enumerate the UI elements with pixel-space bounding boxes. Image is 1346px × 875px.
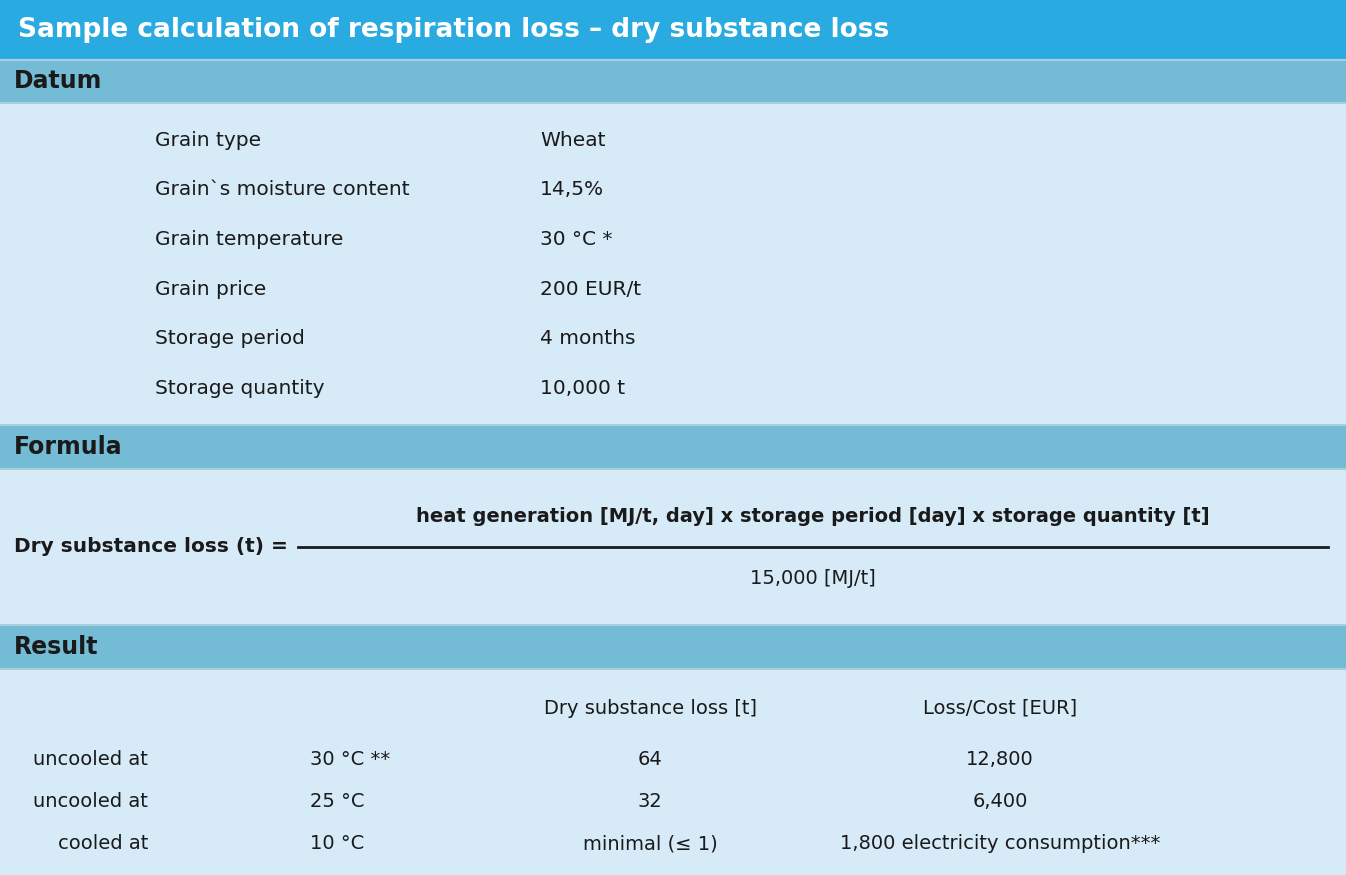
Text: Storage period: Storage period (155, 329, 306, 348)
Text: 200 EUR/t: 200 EUR/t (540, 280, 641, 298)
Text: 10 °C: 10 °C (310, 835, 365, 853)
Text: 10,000 t: 10,000 t (540, 379, 625, 398)
Bar (0, 60, 1346, 103)
Text: Result: Result (13, 634, 98, 659)
Text: 30 °C *: 30 °C * (540, 230, 612, 248)
Text: 15,000 [MJ/t]: 15,000 [MJ/t] (750, 570, 876, 588)
Text: 4 months: 4 months (540, 329, 635, 348)
Bar (0, 625, 1346, 668)
Bar (0, 425, 1346, 469)
Text: Grain type: Grain type (155, 130, 261, 150)
Text: heat generation [MJ/t, day] x storage period [day] x storage quantity [t]: heat generation [MJ/t, day] x storage pe… (416, 507, 1210, 527)
Text: uncooled at: uncooled at (34, 750, 148, 769)
Bar (0, 668, 1346, 875)
Text: Loss/Cost [EUR]: Loss/Cost [EUR] (923, 699, 1077, 718)
Text: 64: 64 (638, 750, 662, 769)
Text: Grain temperature: Grain temperature (155, 230, 343, 248)
Text: uncooled at: uncooled at (34, 792, 148, 811)
Text: minimal (≤ 1): minimal (≤ 1) (583, 835, 717, 853)
Text: Dry substance loss (t) =: Dry substance loss (t) = (13, 537, 288, 556)
Text: 30 °C **: 30 °C ** (310, 750, 390, 769)
Bar (0, 0, 1346, 60)
Text: Wheat: Wheat (540, 130, 606, 150)
Text: Formula: Formula (13, 435, 122, 459)
Text: 32: 32 (638, 792, 662, 811)
Text: 6,400: 6,400 (972, 792, 1028, 811)
Text: Storage quantity: Storage quantity (155, 379, 324, 398)
Text: Datum: Datum (13, 69, 102, 94)
Text: Grain`s moisture content: Grain`s moisture content (155, 180, 409, 200)
Text: 14,5%: 14,5% (540, 180, 604, 200)
Text: Dry substance loss [t]: Dry substance loss [t] (544, 699, 756, 718)
Text: 1,800 electricity consumption***: 1,800 electricity consumption*** (840, 835, 1160, 853)
Text: 12,800: 12,800 (966, 750, 1034, 769)
Bar (0, 469, 1346, 625)
Text: Grain price: Grain price (155, 280, 267, 298)
Text: 25 °C: 25 °C (310, 792, 365, 811)
Text: cooled at: cooled at (58, 835, 148, 853)
Bar (0, 103, 1346, 425)
Text: Sample calculation of respiration loss – dry substance loss: Sample calculation of respiration loss –… (17, 17, 890, 43)
